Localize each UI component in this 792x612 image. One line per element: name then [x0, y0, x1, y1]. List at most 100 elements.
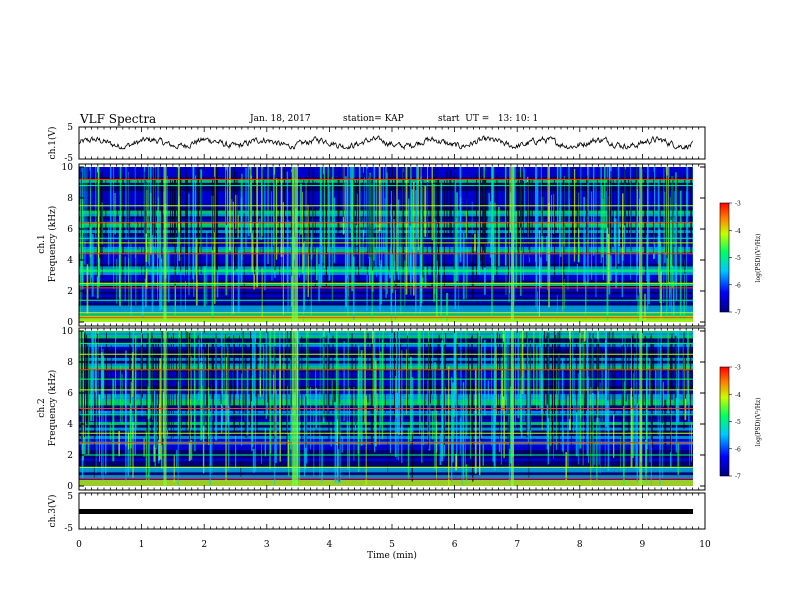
spectrogram-dark-streak: [172, 180, 174, 246]
spectrogram-sferic: [188, 331, 190, 429]
spectrogram-sferic: [621, 193, 624, 261]
spectrogram-sferic: [283, 331, 285, 411]
spectrogram-sferic: [369, 172, 371, 286]
spectrogram-dark-streak: [456, 343, 458, 411]
ch2-spec-label: ch.2: [37, 398, 47, 417]
spectrogram-sferic: [228, 369, 230, 471]
header-station: station= KAP: [343, 114, 404, 124]
spectrogram-sferic: [647, 238, 649, 310]
spectrogram-sferic: [341, 436, 343, 453]
spectrogram-sferic: [579, 331, 580, 396]
spectrogram-dark-streak: [672, 174, 674, 266]
spectrogram-sferic: [620, 438, 621, 471]
spectrogram-sferic: [360, 350, 363, 446]
spectrogram-stratum: [79, 477, 693, 481]
spectrogram-sferic: [259, 377, 261, 397]
spectrogram-sferic: [562, 215, 564, 312]
spectrogram-sferic: [394, 224, 395, 281]
spectrogram-sferic: [655, 369, 657, 416]
spectrogram-sferic: [161, 331, 163, 446]
spectrogram-dark-streak: [400, 341, 402, 427]
spectrogram-dark-streak: [508, 178, 510, 282]
spectrogram-dark-streak: [526, 331, 528, 438]
spectrogram-sferic: [353, 386, 355, 461]
header-start-time: start UT = 13: 10: 1: [438, 114, 539, 124]
spectrogram-sferic: [211, 195, 214, 319]
spectrogram-sferic: [245, 167, 247, 249]
spectrogram-sferic: [398, 331, 400, 436]
spectrogram-stratum: [79, 374, 693, 378]
spectrogram-sferic: [118, 230, 121, 298]
spectrogram-dark-streak: [471, 334, 473, 410]
spectrogram-sferic: [533, 331, 535, 405]
spectrogram-sferic: [591, 420, 593, 453]
spectrogram-sferic: [116, 258, 118, 304]
spectrogram-dark-streak: [578, 177, 580, 229]
spectrogram-sferic: [319, 208, 322, 288]
spectrogram-sferic: [405, 349, 407, 415]
spectrogram-sferic: [143, 167, 146, 238]
spectrogram-dark-streak: [185, 173, 186, 281]
spectrogram-dark-streak: [424, 340, 426, 427]
spectrogram-sferic: [647, 188, 648, 270]
spectrogram-dark-streak: [548, 332, 550, 418]
spectrogram-sferic: [275, 178, 278, 260]
spectrogram-sferic: [585, 281, 587, 312]
spectrogram-sferic: [621, 254, 624, 298]
spectrogram-sferic: [600, 167, 602, 264]
spectrogram-sferic: [335, 331, 338, 446]
spectrogram-stratum: [79, 385, 693, 389]
spectrogram-sferic: [446, 293, 449, 321]
spectrogram-dark-streak: [419, 180, 421, 245]
spectrogram-sferic: [135, 224, 137, 306]
spectrogram-sferic: [387, 427, 389, 472]
spectrogram-sferic: [660, 271, 662, 319]
spectrogram-sferic: [523, 360, 525, 422]
spectrogram-sferic: [583, 197, 585, 286]
spectrogram-sferic: [520, 167, 522, 251]
spectrogram-sferic: [506, 331, 508, 412]
spectrogram-dark-streak: [384, 343, 386, 413]
spectrogram-sferic: [524, 168, 526, 231]
spectrogram-dark-streak: [279, 180, 280, 282]
spectrogram-sferic: [561, 358, 564, 452]
spectrogram-sferic: [148, 331, 151, 419]
spectrogram-dark-streak: [220, 346, 222, 404]
spectrogram-dark-streak: [409, 167, 411, 227]
spectrogram-sferic: [166, 176, 168, 273]
spectrogram-sferic: [654, 243, 656, 259]
spectrogram-sferic: [478, 331, 480, 416]
spec-ytick-label: 4: [67, 256, 73, 266]
spectrogram-sferic: [604, 406, 606, 467]
spectrogram-sferic: [671, 233, 672, 315]
spectrogram-sferic: [645, 393, 647, 483]
spectrogram-dark-streak: [84, 333, 85, 438]
spectrogram-sferic: [303, 240, 306, 311]
spectrogram-sferic: [253, 269, 255, 290]
spectrogram-dark-streak: [89, 170, 91, 227]
spectrogram-dark-streak: [239, 335, 240, 426]
ch1-ytick-top: 5: [67, 123, 73, 133]
spectrogram-sferic: [223, 331, 225, 405]
spectrogram-sferic: [373, 167, 376, 230]
spectrogram-dark-streak: [609, 181, 611, 249]
spectrogram-sferic: [591, 191, 593, 280]
spectrogram-dark-streak: [216, 169, 218, 271]
spectrogram-sferic: [125, 167, 127, 240]
spectrogram-dark-streak: [170, 336, 172, 442]
spec-ytick-label: 6: [67, 389, 73, 399]
spectrogram-sferic: [264, 427, 267, 457]
spectrogram-dark-streak: [430, 339, 431, 404]
spectrogram-sferic: [690, 424, 692, 454]
spectrogram-dark-streak: [394, 180, 396, 261]
spectrogram-sferic: [207, 387, 210, 439]
spectrogram-sferic: [522, 331, 524, 394]
spectrogram-dark-streak: [274, 346, 276, 440]
spectrogram-dark-streak: [659, 176, 661, 230]
spectrogram-dark-streak: [154, 168, 156, 236]
spectrogram-stratum: [79, 346, 693, 350]
spectrogram-sferic: [664, 399, 667, 456]
spectrogram-stratum: [79, 371, 693, 375]
spectrogram-sferic: [432, 410, 434, 440]
spectrogram-dark-streak: [197, 335, 199, 393]
